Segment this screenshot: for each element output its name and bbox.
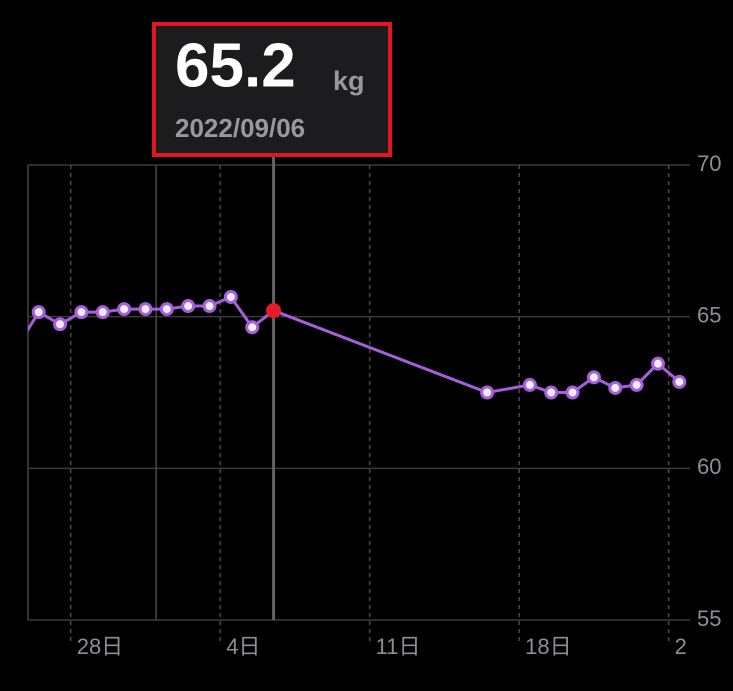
- y-tick-label: 60: [697, 454, 721, 479]
- point: [159, 302, 174, 317]
- selection-box: [152, 22, 392, 157]
- point: [74, 305, 89, 320]
- point: [223, 289, 238, 304]
- point: [480, 385, 495, 400]
- point: [650, 356, 665, 371]
- point: [629, 377, 644, 392]
- series-line: [28, 295, 681, 395]
- x-tick-label: 11日: [376, 634, 421, 659]
- point: [95, 305, 110, 320]
- y-tick-label: 65: [697, 302, 721, 327]
- point: [53, 317, 68, 332]
- point: [586, 370, 601, 385]
- y-tick-label: 70: [697, 151, 721, 176]
- selected-date: 2022/09/06: [175, 113, 305, 143]
- point: [181, 299, 196, 314]
- x-tick-label: 28日: [77, 634, 123, 659]
- point: [202, 299, 217, 314]
- selected-point: [266, 303, 282, 319]
- x-tick-label: 2: [675, 634, 687, 659]
- plot-area: [28, 289, 687, 400]
- point: [672, 374, 687, 389]
- point: [522, 377, 537, 392]
- point: [544, 385, 559, 400]
- y-tick-label: 55: [697, 606, 721, 631]
- unit: kg: [333, 66, 365, 96]
- point: [565, 385, 580, 400]
- point: [138, 302, 153, 317]
- x-tick-label: 4日: [226, 634, 260, 659]
- point: [608, 380, 623, 395]
- point: [117, 302, 132, 317]
- selected-value: 65.2: [175, 31, 296, 100]
- point: [245, 320, 260, 335]
- point: [31, 305, 46, 320]
- x-tick-label: 18日: [525, 634, 571, 659]
